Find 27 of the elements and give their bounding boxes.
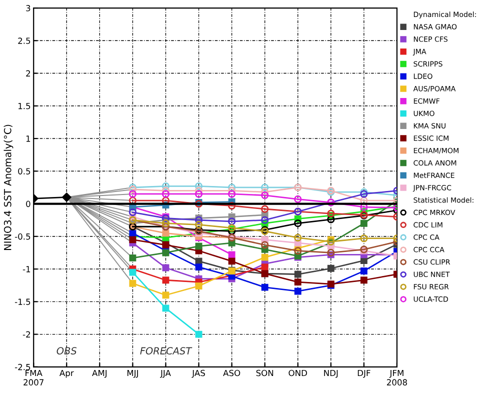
y-tick-label: 0.5 — [18, 168, 30, 174]
x-tick-label: AMJ — [92, 370, 107, 378]
y-tick-label: -2.5 — [14, 364, 30, 370]
x-tick-label: SON — [256, 370, 274, 376]
x-tick-label: JJA — [160, 370, 171, 378]
y-tick-label: -1 — [22, 266, 30, 272]
y-tick-label: 3 — [26, 5, 30, 12]
annotation: OBS — [56, 347, 77, 354]
y-tick-label: 2 — [26, 70, 30, 76]
x-tick-label: Apr — [59, 370, 74, 378]
x-tick-label: FMA 2007 — [24, 370, 44, 386]
y-tick-label: 0 — [26, 200, 30, 208]
y-axis-title: NINO3.4 SST Anomaly(°C) — [4, 124, 14, 250]
y-tick-label: 1 — [26, 136, 30, 142]
x-tick-label: MJJ — [127, 370, 138, 378]
x-tick-label: OND — [288, 370, 307, 376]
y-tick-label: -1.5 — [14, 298, 30, 305]
y-tick-label: 2.5 — [18, 38, 30, 44]
y-tick-label: -2 — [22, 331, 30, 338]
x-tick-label: JFM 2008 — [386, 370, 407, 386]
y-tick-label: 1.5 — [18, 102, 30, 110]
x-tick-label: NDJ — [324, 370, 338, 378]
x-tick-label: JAS — [192, 370, 205, 378]
x-tick-label: DJF — [358, 370, 370, 378]
annotation: FORECAST — [140, 347, 192, 354]
x-tick-label: ASO — [223, 370, 240, 376]
y-tick-label: -0.5 — [14, 233, 30, 240]
